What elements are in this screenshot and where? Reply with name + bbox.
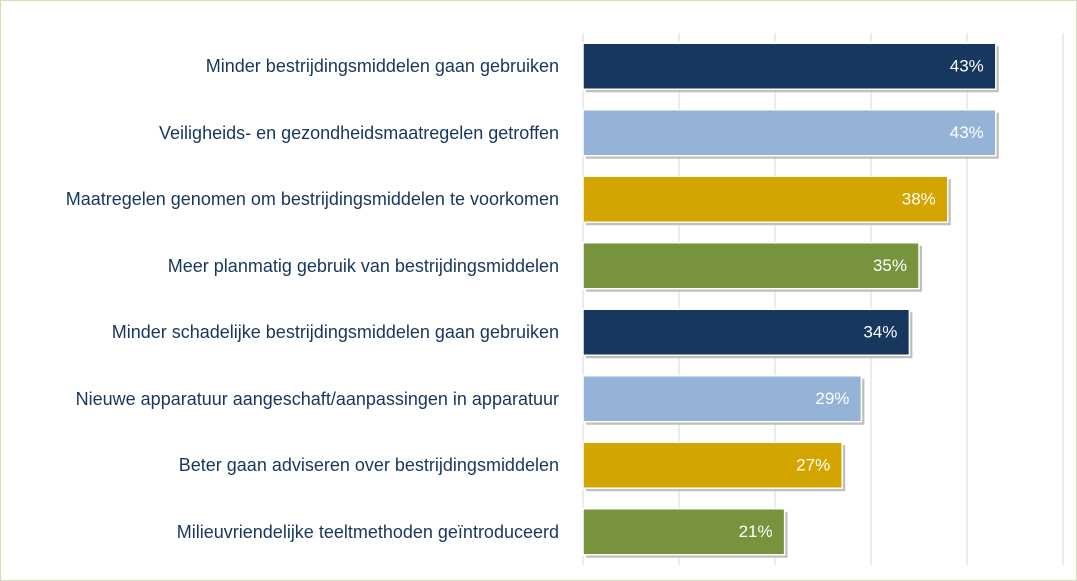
category-label: Maatregelen genomen om bestrijdingsmidde… [65,189,559,210]
value-label: 43% [950,123,984,142]
category-label-box: Beter gaan adviseren over bestrijdingsmi… [41,435,559,495]
value-label: 35% [873,256,907,275]
value-label: 27% [796,456,830,475]
category-label: Beter gaan adviseren over bestrijdingsmi… [178,455,559,476]
bar [582,42,997,90]
bar [582,308,911,356]
category-label: Meer planmatig gebruik van bestrijdingsm… [167,255,559,276]
category-label-box: Maatregelen genomen om bestrijdingsmidde… [41,169,559,229]
bar [582,508,786,556]
bar [582,109,997,157]
value-label: 38% [902,190,936,209]
category-label-box: Meer planmatig gebruik van bestrijdingsm… [41,236,559,296]
category-label-box: Veiligheids- en gezondheidsmaatregelen g… [41,103,559,163]
bar [582,441,843,489]
value-label: 29% [815,389,849,408]
value-label: 21% [739,522,773,541]
category-label: Nieuwe apparatuur aangeschaft/aanpassing… [75,388,559,409]
category-label: Minder bestrijdingsmiddelen gaan gebruik… [205,56,559,77]
category-label-box: Nieuwe apparatuur aangeschaft/aanpassing… [41,369,559,429]
category-label: Minder schadelijke bestrijdingsmiddelen … [111,322,559,343]
category-label: Veiligheids- en gezondheidsmaatregelen g… [159,122,559,143]
bar [582,175,949,223]
category-label: Milieuvriendelijke teeltmethoden geïntro… [176,521,559,542]
category-label-box: Minder bestrijdingsmiddelen gaan gebruik… [41,36,559,96]
bar [582,242,920,290]
value-label: 43% [950,57,984,76]
value-label: 34% [863,323,897,342]
category-label-box: Milieuvriendelijke teeltmethoden geïntro… [41,502,559,562]
bar [582,375,863,423]
category-label-box: Minder schadelijke bestrijdingsmiddelen … [41,302,559,362]
